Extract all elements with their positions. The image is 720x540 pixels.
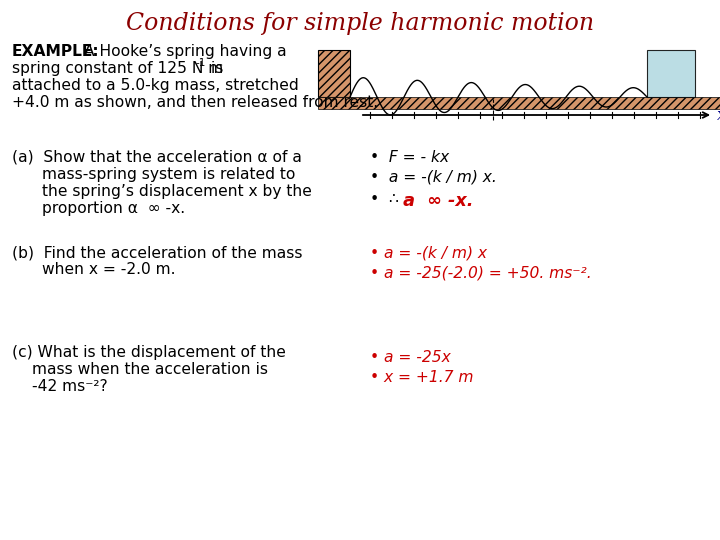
Text: a  ∞ -x.: a ∞ -x.	[397, 192, 474, 210]
Text: mass-spring system is related to: mass-spring system is related to	[42, 167, 295, 182]
Text: x: x	[717, 106, 720, 124]
Text: -42 ms⁻²?: -42 ms⁻²?	[32, 379, 108, 394]
Text: Conditions for simple harmonic motion: Conditions for simple harmonic motion	[126, 12, 594, 35]
Text: mass when the acceleration is: mass when the acceleration is	[32, 362, 268, 377]
Text: A Hooke’s spring having a: A Hooke’s spring having a	[84, 44, 287, 59]
Bar	[318, 50, 350, 97]
Text: EXAMPLE:: EXAMPLE:	[12, 44, 99, 59]
Text: (a)  Show that the acceleration α of a: (a) Show that the acceleration α of a	[12, 150, 302, 165]
Text: • a = -(k / m) x: • a = -(k / m) x	[370, 245, 487, 260]
Text: when x = -2.0 m.: when x = -2.0 m.	[42, 262, 176, 277]
Text: -1: -1	[195, 58, 205, 68]
Text: • x = +1.7 m: • x = +1.7 m	[370, 370, 474, 385]
Text: (b)  Find the acceleration of the mass: (b) Find the acceleration of the mass	[12, 245, 302, 260]
Bar	[318, 97, 720, 109]
Text: attached to a 5.0-kg mass, stretched: attached to a 5.0-kg mass, stretched	[12, 78, 299, 93]
Text: •  a = -(k / m) x.: • a = -(k / m) x.	[370, 170, 497, 185]
Text: • a = -25(-2.0) = +50. ms⁻².: • a = -25(-2.0) = +50. ms⁻².	[370, 265, 592, 280]
Text: is: is	[206, 61, 223, 76]
Text: •  F = - kx: • F = - kx	[370, 150, 449, 165]
Text: spring constant of 125 N m: spring constant of 125 N m	[12, 61, 223, 76]
Text: +4.0 m as shown, and then released from rest.: +4.0 m as shown, and then released from …	[12, 95, 378, 110]
Text: proportion α  ∞ -x.: proportion α ∞ -x.	[42, 201, 185, 216]
Text: (c) What is the displacement of the: (c) What is the displacement of the	[12, 345, 286, 360]
Text: •  ∴: • ∴	[370, 192, 399, 207]
Bar	[647, 50, 695, 97]
Text: the spring’s displacement x by the: the spring’s displacement x by the	[42, 184, 312, 199]
Text: • a = -25x: • a = -25x	[370, 350, 451, 365]
